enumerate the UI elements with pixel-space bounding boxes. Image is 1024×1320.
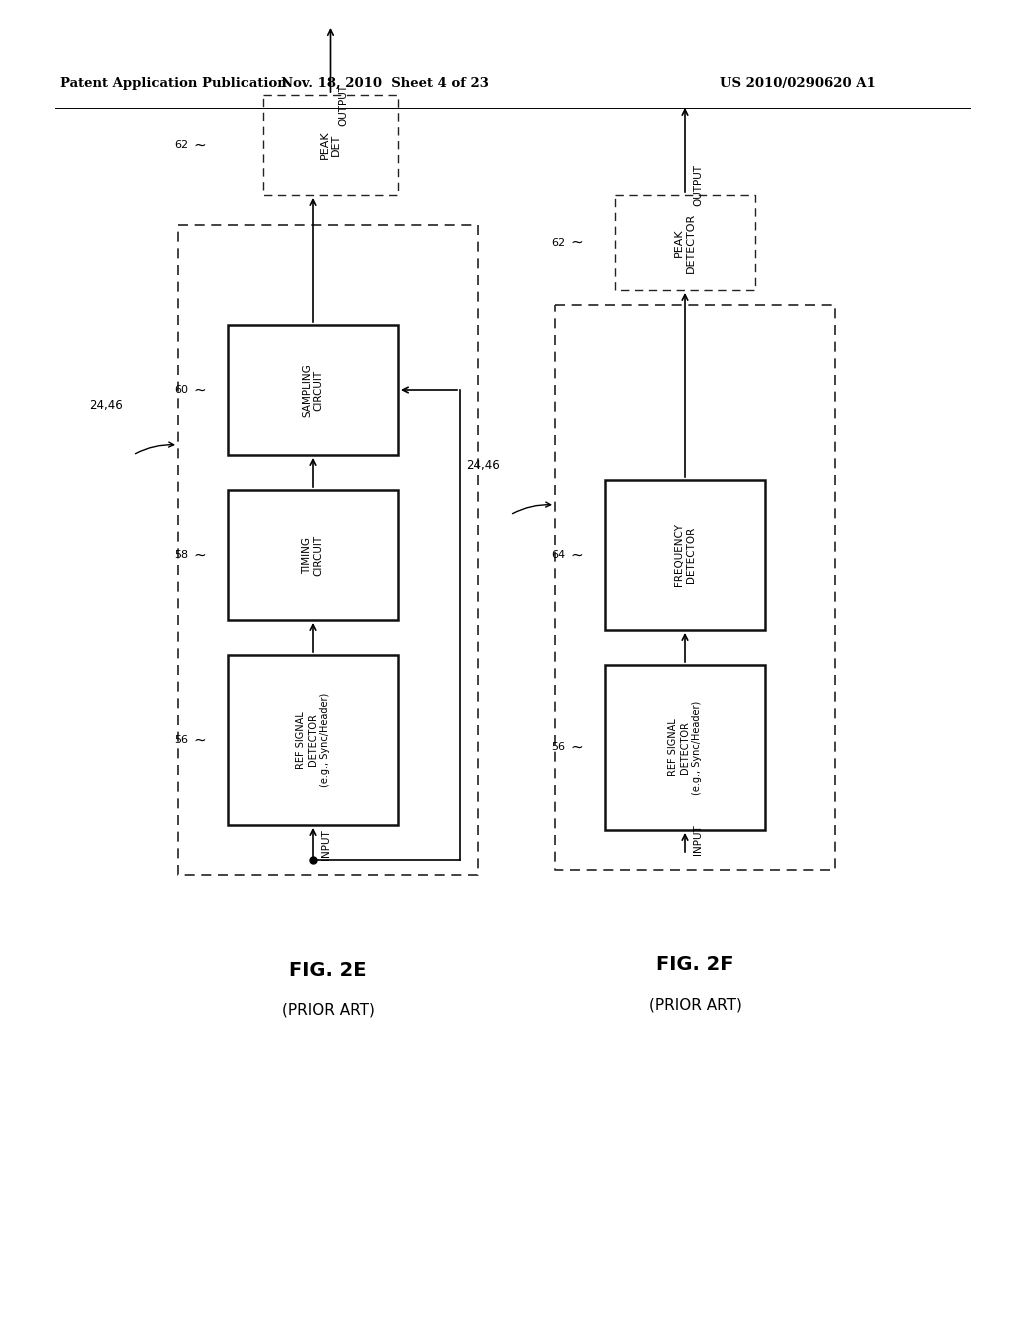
Text: FIG. 2F: FIG. 2F [656, 956, 734, 974]
Text: 60: 60 [174, 385, 188, 395]
Bar [228, 325, 398, 455]
Text: ~: ~ [194, 733, 207, 747]
Bar [605, 480, 765, 630]
Text: PEAK
DETECTOR: PEAK DETECTOR [674, 213, 695, 273]
Text: US 2010/0290620 A1: US 2010/0290620 A1 [720, 77, 876, 90]
Text: 62: 62 [174, 140, 188, 150]
Text: Patent Application Publication: Patent Application Publication [60, 77, 287, 90]
Bar [605, 665, 765, 830]
Text: ~: ~ [570, 235, 584, 249]
Text: INPUT: INPUT [321, 830, 331, 861]
Text: ~: ~ [570, 548, 584, 562]
Text: 56: 56 [551, 742, 565, 752]
Text: FIG. 2E: FIG. 2E [289, 961, 367, 979]
Text: 64: 64 [551, 550, 565, 560]
Text: ~: ~ [194, 548, 207, 562]
Text: OUTPUT: OUTPUT [693, 164, 703, 206]
Text: INPUT: INPUT [693, 825, 703, 855]
Text: FREQUENCY
DETECTOR: FREQUENCY DETECTOR [674, 524, 695, 586]
Text: Nov. 18, 2010  Sheet 4 of 23: Nov. 18, 2010 Sheet 4 of 23 [281, 77, 488, 90]
Text: 62: 62 [551, 238, 565, 248]
Text: ~: ~ [194, 383, 207, 397]
Text: 24,46: 24,46 [89, 399, 123, 412]
Text: 58: 58 [174, 550, 188, 560]
Text: (PRIOR ART): (PRIOR ART) [282, 1002, 375, 1018]
Text: (PRIOR ART): (PRIOR ART) [648, 998, 741, 1012]
Text: SAMPLING
CIRCUIT: SAMPLING CIRCUIT [302, 363, 324, 417]
Text: REF SIGNAL
DETECTOR
(e.g., Sync/Header): REF SIGNAL DETECTOR (e.g., Sync/Header) [669, 701, 701, 795]
Text: ~: ~ [570, 741, 584, 755]
Text: REF SIGNAL
DETECTOR
(e.g., Sync/Header): REF SIGNAL DETECTOR (e.g., Sync/Header) [296, 693, 330, 787]
Text: 56: 56 [174, 735, 188, 744]
Bar [228, 655, 398, 825]
Text: 24,46: 24,46 [466, 458, 500, 471]
Text: ~: ~ [194, 137, 207, 153]
Bar [228, 490, 398, 620]
Text: OUTPUT: OUTPUT [339, 84, 348, 125]
Text: PEAK
DET: PEAK DET [319, 131, 341, 160]
Text: TIMING
CIRCUIT: TIMING CIRCUIT [302, 535, 324, 576]
